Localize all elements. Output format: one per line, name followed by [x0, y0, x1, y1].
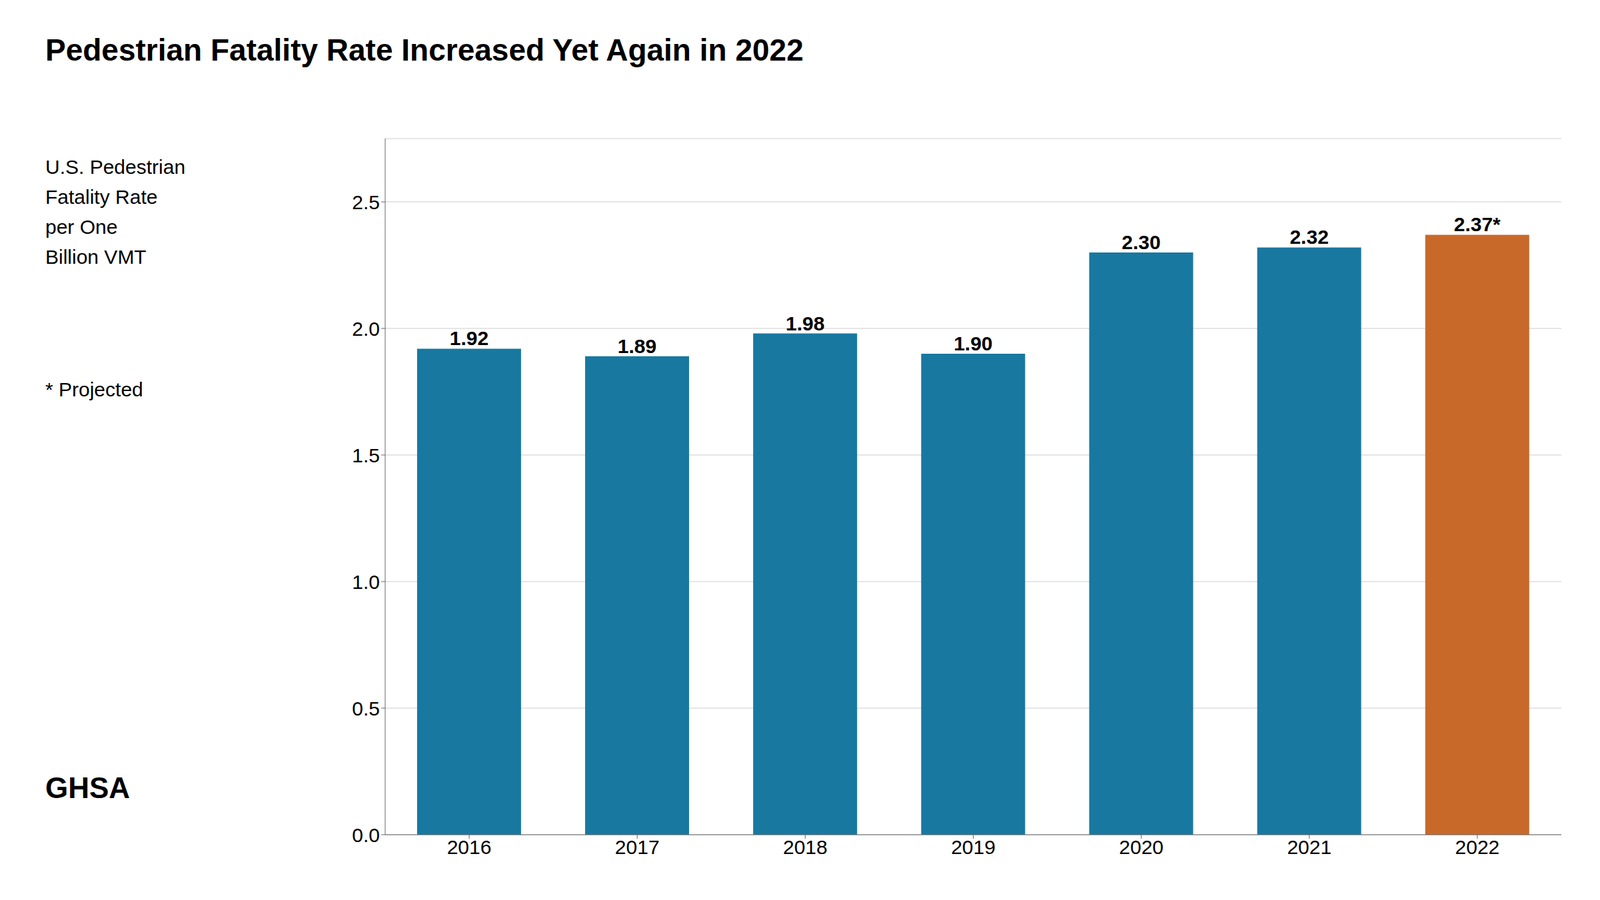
html-text:Fatality Rate: Fatality Rate [45, 185, 158, 208]
svg-text:2019: 2019 [950, 836, 996, 859]
html-text:* Projected: * Projected [45, 378, 144, 401]
svg-text:1.98: 1.98 [785, 312, 825, 335]
svg-text:2.32: 2.32 [1289, 225, 1329, 248]
svg-text:2.30: 2.30 [1121, 231, 1161, 254]
html-text:per One: per One [45, 215, 118, 238]
svg-text:1.90: 1.90 [953, 332, 993, 355]
svg-text:0.0: 0.0 [351, 824, 380, 847]
svg-text:2020: 2020 [1118, 836, 1164, 859]
svg-text:2021: 2021 [1286, 836, 1332, 859]
svg-text:0.5: 0.5 [351, 697, 380, 720]
svg-text:1.89: 1.89 [617, 335, 657, 358]
svg-text:2.0: 2.0 [351, 317, 380, 340]
svg-text:2.5: 2.5 [351, 191, 380, 214]
svg-text:2.37*: 2.37* [1454, 213, 1501, 236]
svg-text:2016: 2016 [447, 836, 492, 859]
svg-text:2017: 2017 [615, 836, 660, 859]
html-text:U.S. Pedestrian: U.S. Pedestrian [45, 155, 186, 178]
svg-text:2018: 2018 [783, 836, 828, 859]
svg-text:2022: 2022 [1455, 836, 1501, 859]
html-text:GHSA: GHSA [45, 771, 131, 805]
svg-text:1.92: 1.92 [449, 327, 489, 350]
svg-text:1.5: 1.5 [351, 444, 380, 467]
html-text:Pedestrian Fatality Rate Incre: Pedestrian Fatality Rate Increased Yet A… [45, 32, 804, 68]
html-text:Billion VMT: Billion VMT [45, 245, 147, 268]
svg-text:1.0: 1.0 [351, 571, 380, 594]
